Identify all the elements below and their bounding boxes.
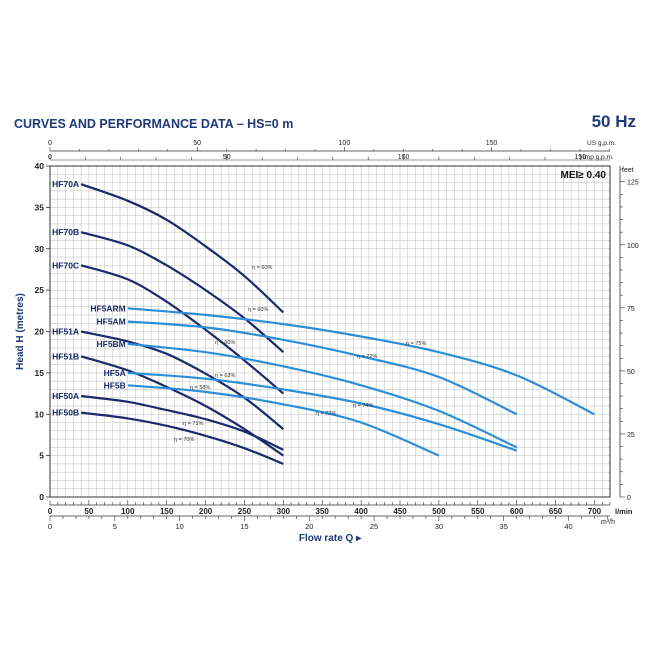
curve-label-hf50a: HF50A bbox=[52, 391, 79, 401]
top-tick-label-impgpm: 150 bbox=[575, 154, 587, 161]
x-axis-label: Flow rate Q ▸ bbox=[299, 533, 362, 544]
top-tick-label-usgpm: 100 bbox=[339, 140, 351, 147]
right-axis-unit: feet bbox=[622, 167, 634, 174]
efficiency-annotation: η = 72% bbox=[316, 411, 336, 417]
x-tick-label-lmin: 700 bbox=[588, 507, 602, 516]
efficiency-annotation: η = 60% bbox=[252, 265, 272, 271]
right-tick-label: 50 bbox=[627, 369, 635, 376]
curve-hf5arm bbox=[127, 307, 595, 416]
x-tick-label-m3h: 20 bbox=[305, 522, 313, 531]
y-tick-label: 30 bbox=[35, 244, 45, 254]
curve-label-hf51b: HF51B bbox=[52, 351, 79, 361]
curve-hf50b bbox=[80, 411, 284, 465]
x-tick-label-lmin: 550 bbox=[471, 507, 485, 516]
top-tick-label-impgpm: 100 bbox=[398, 154, 410, 161]
curve-label-hf5a: HF5A bbox=[104, 368, 126, 378]
x-tick-label-lmin: 450 bbox=[393, 507, 407, 516]
efficiency-annotation: η = 75% bbox=[406, 341, 426, 347]
x-tick-label-lmin: 100 bbox=[121, 507, 135, 516]
x-tick-label-m3h: 25 bbox=[370, 522, 378, 531]
y-tick-label: 25 bbox=[35, 285, 45, 295]
curve-label-hf70a: HF70A bbox=[52, 179, 79, 189]
x-tick-label-lmin: 600 bbox=[510, 507, 524, 516]
x-tick-label-lmin: 200 bbox=[199, 507, 213, 516]
y-tick-label: 5 bbox=[39, 451, 44, 461]
curve-label-hf70c: HF70C bbox=[52, 260, 79, 270]
efficiency-annotation: η = 74% bbox=[353, 403, 373, 409]
curve-hf5a bbox=[127, 371, 518, 452]
curve-label-hf5b: HF5B bbox=[104, 380, 126, 390]
x-unit-lmin: l/min bbox=[615, 507, 633, 516]
top-tick-label-usgpm: 50 bbox=[193, 140, 201, 147]
y-tick-label: 10 bbox=[35, 409, 45, 419]
frequency-label: 50 Hz bbox=[591, 112, 636, 131]
curve-label-hf51a: HF51A bbox=[52, 327, 79, 337]
curve-hf51a bbox=[80, 330, 284, 430]
x-tick-label-lmin: 650 bbox=[549, 507, 563, 516]
top-tick-label-impgpm: 50 bbox=[223, 154, 231, 161]
right-tick-label: 125 bbox=[627, 180, 639, 187]
x-tick-label-lmin: 300 bbox=[277, 507, 291, 516]
x-tick-label-lmin: 150 bbox=[160, 507, 174, 516]
curve-hf5b bbox=[127, 384, 440, 457]
mei-label: MEI≥ 0.40 bbox=[560, 170, 606, 181]
y-axis-label: Head H (metres) bbox=[15, 293, 26, 370]
curve-hf51b bbox=[80, 355, 284, 457]
curve-label-hf5bm: HF5BM bbox=[96, 339, 125, 349]
efficiency-annotation: η = 70% bbox=[174, 437, 194, 443]
x-tick-label-lmin: 50 bbox=[84, 507, 93, 516]
curve-label-hf50b: HF50B bbox=[52, 408, 79, 418]
top-tick-label-usgpm: 150 bbox=[486, 140, 498, 147]
x-tick-label-lmin: 350 bbox=[316, 507, 330, 516]
curve-hf50a bbox=[80, 394, 284, 451]
efficiency-annotation: η = 63% bbox=[215, 373, 235, 379]
top-unit-impgpm: Imp g.p.m. bbox=[583, 154, 614, 161]
x-tick-label-lmin: 0 bbox=[48, 507, 53, 516]
y-tick-label: 20 bbox=[35, 327, 45, 337]
x-tick-label-lmin: 400 bbox=[354, 507, 368, 516]
x-unit-m3h: m³/h bbox=[601, 519, 615, 526]
x-tick-label-lmin: 500 bbox=[432, 507, 446, 516]
curve-hf5am bbox=[127, 320, 518, 416]
y-tick-label: 40 bbox=[35, 161, 45, 171]
x-tick-label-m3h: 40 bbox=[564, 522, 572, 531]
efficiency-annotation: η = 60% bbox=[248, 307, 268, 313]
efficiency-annotation: η = 72% bbox=[357, 354, 377, 360]
curve-label-hf5am: HF5AM bbox=[96, 317, 125, 327]
right-tick-label: 25 bbox=[627, 432, 635, 439]
x-tick-label-m3h: 10 bbox=[175, 522, 183, 531]
x-tick-label-m3h: 0 bbox=[48, 522, 52, 531]
top-unit-usgpm: US g.p.m. bbox=[587, 140, 616, 147]
x-tick-label-m3h: 15 bbox=[240, 522, 248, 531]
page-title: CURVES AND PERFORMANCE DATA – HS=0 m bbox=[14, 117, 294, 131]
right-tick-label: 100 bbox=[627, 243, 639, 250]
x-tick-label-lmin: 250 bbox=[238, 507, 252, 516]
curve-hf70c bbox=[80, 264, 285, 395]
x-tick-label-m3h: 30 bbox=[435, 522, 443, 531]
y-tick-label: 15 bbox=[35, 368, 45, 378]
efficiency-annotation: η = 60% bbox=[215, 340, 235, 346]
right-tick-label: 75 bbox=[627, 306, 635, 313]
x-tick-label-m3h: 35 bbox=[500, 522, 508, 531]
curve-hf70b bbox=[80, 231, 285, 354]
efficiency-annotation: η = 71% bbox=[183, 421, 203, 427]
right-tick-label: 0 bbox=[627, 495, 631, 502]
curve-hf5bm bbox=[127, 342, 518, 449]
y-tick-label: 0 bbox=[39, 492, 44, 502]
curve-label-hf70b: HF70B bbox=[52, 227, 79, 237]
top-tick-label-usgpm: 0 bbox=[48, 140, 52, 147]
x-tick-label-m3h: 5 bbox=[113, 522, 117, 531]
top-tick-label-impgpm: 0 bbox=[48, 154, 52, 161]
y-tick-label: 35 bbox=[35, 202, 45, 212]
efficiency-annotation: η = 58% bbox=[190, 385, 210, 391]
curve-hf70a bbox=[80, 183, 285, 314]
curve-label-hf5arm: HF5ARM bbox=[90, 303, 125, 313]
